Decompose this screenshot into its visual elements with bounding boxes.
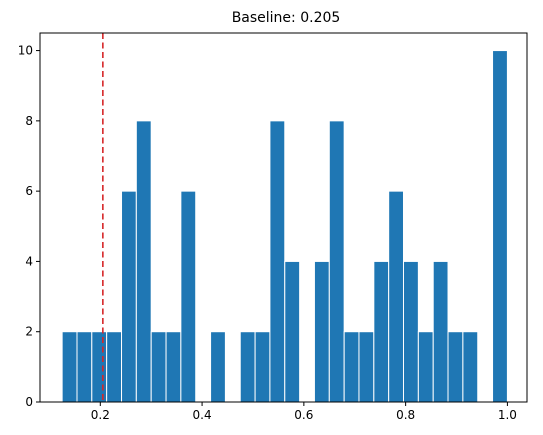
x-tick-label: 0.6 [294, 408, 313, 422]
y-axis: 0 2 4 6 8 10 [18, 44, 40, 409]
histogram-bar [210, 331, 226, 403]
histogram-bar [165, 331, 182, 403]
x-tick-label: 1.0 [498, 408, 517, 422]
histogram-bar [269, 120, 286, 403]
histogram-bar [239, 331, 256, 403]
histogram-bar [150, 331, 167, 403]
histogram-bar [417, 331, 434, 403]
histogram-bar [135, 120, 152, 403]
y-tick-label: 2 [25, 325, 33, 339]
x-tick-label: 0.8 [396, 408, 415, 422]
x-tick-label: 0.4 [193, 408, 212, 422]
plot-frame [39, 32, 528, 403]
histogram-bar [402, 260, 419, 403]
histogram-bar [492, 50, 508, 403]
histogram-bar [388, 190, 404, 403]
x-axis: 0.2 0.4 0.6 0.8 1.0 [91, 402, 517, 422]
y-tick-label: 4 [25, 254, 33, 268]
histogram-bar [432, 260, 449, 403]
y-tick-label: 10 [18, 44, 33, 58]
y-tick-label: 0 [25, 395, 33, 409]
histogram-bar [313, 260, 330, 403]
y-tick-label: 8 [25, 114, 33, 128]
plot-area [39, 32, 528, 403]
histogram-bar [373, 260, 390, 403]
x-tick-label: 0.2 [91, 408, 110, 422]
histogram-bar [358, 331, 375, 403]
histogram-bar [121, 190, 137, 403]
histogram-bar [447, 331, 464, 403]
histogram-bar [91, 331, 108, 403]
histogram-bar [106, 331, 123, 403]
y-tick-label: 6 [25, 184, 33, 198]
histogram-bar [343, 331, 360, 403]
histogram-bar [462, 331, 479, 403]
histogram-bar [254, 331, 271, 403]
histogram-bar [328, 120, 345, 403]
histogram-bar [284, 260, 301, 403]
histogram-bar [61, 331, 78, 403]
chart-title: Baseline: 0.205 [232, 10, 341, 26]
histogram-bar [76, 331, 93, 403]
histogram-bar [180, 190, 197, 403]
bars [61, 50, 508, 403]
